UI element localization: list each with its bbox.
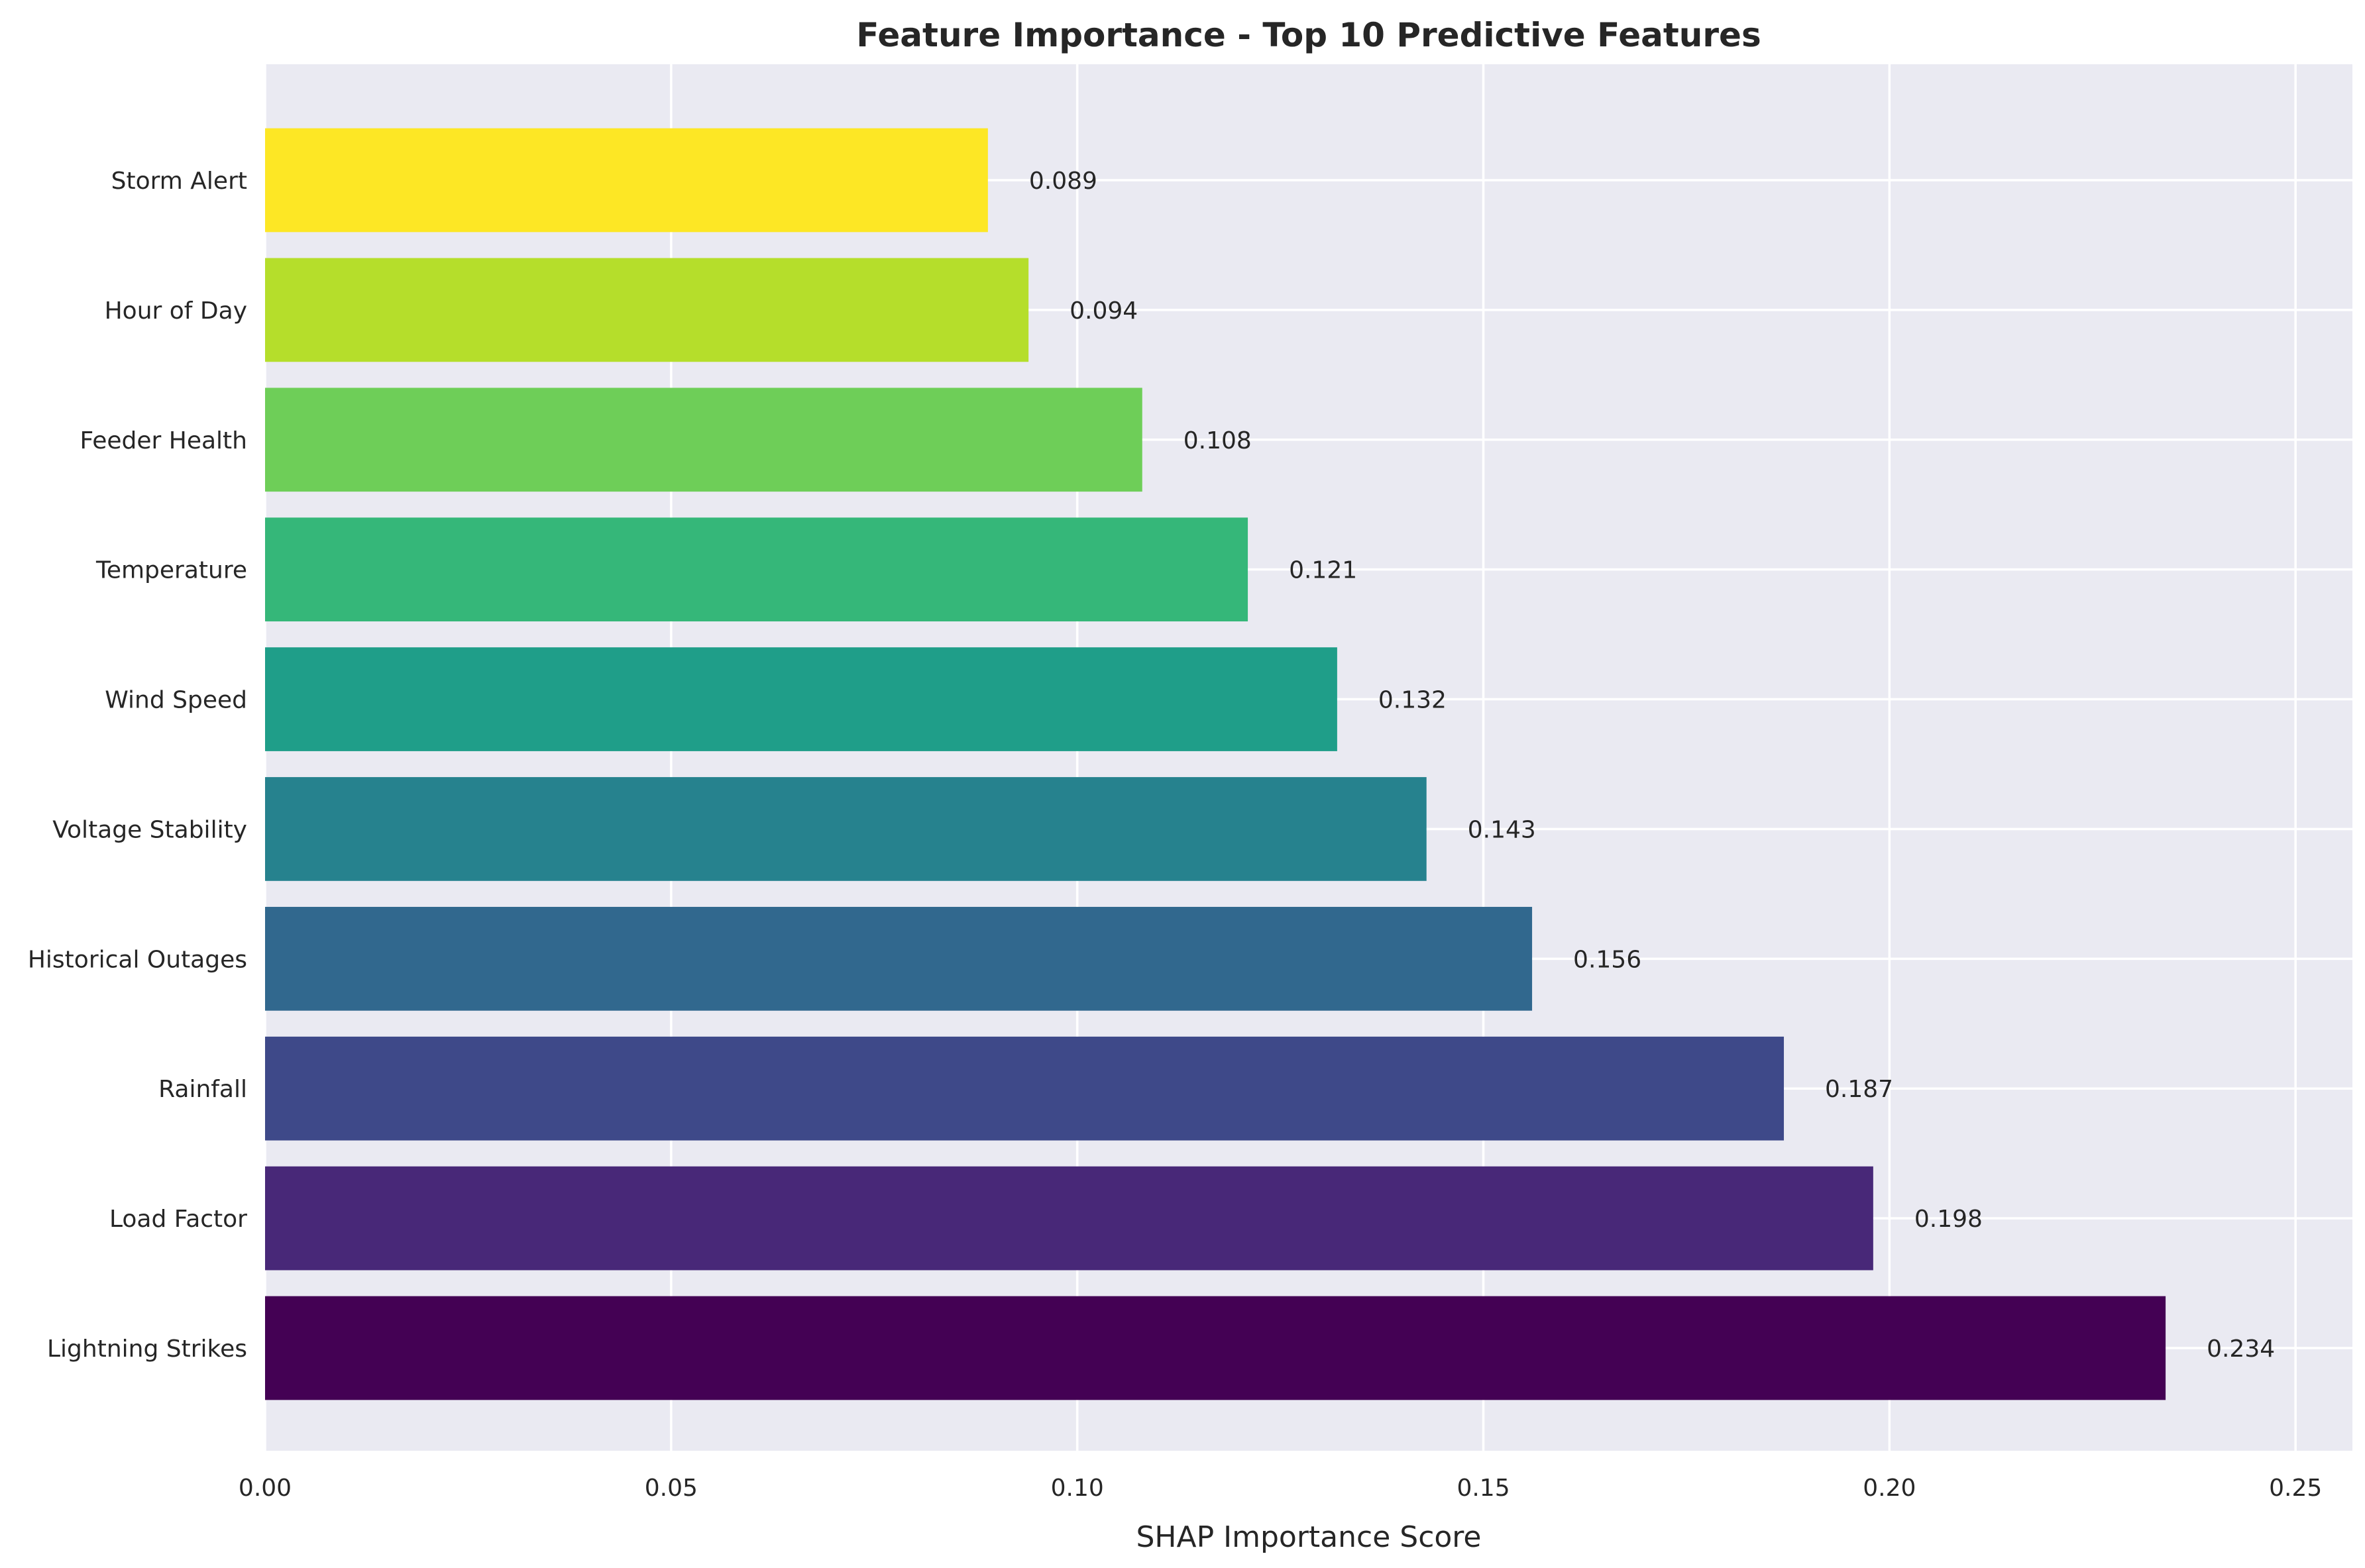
- y-tick-label: Feeder Health: [80, 427, 248, 454]
- bar: [265, 258, 1029, 362]
- bar-value-label: 0.108: [1183, 427, 1252, 454]
- bar: [265, 1296, 2166, 1400]
- y-tick-label: Voltage Stability: [52, 816, 247, 843]
- x-tick-label: 0.10: [1051, 1475, 1104, 1502]
- bar: [265, 906, 1533, 1011]
- bar: [265, 128, 988, 233]
- bar: [265, 517, 1248, 622]
- bar: [265, 777, 1427, 881]
- x-axis-title: SHAP Importance Score: [1136, 1520, 1482, 1554]
- y-axis-tick-labels: Lightning Strikes Load Factor Rainfall Hist…: [28, 168, 247, 1363]
- x-tick-label: 0.05: [645, 1475, 698, 1502]
- y-tick-label: Load Factor: [109, 1206, 247, 1233]
- y-tick-label: Rainfall: [158, 1076, 247, 1103]
- bar-value-label: 0.198: [1914, 1206, 1983, 1233]
- value-labels: 0.234 0.198 0.187 0.156 0.143 0.132 0.121 0.108…: [1029, 168, 2275, 1363]
- y-tick-label: Historical Outages: [28, 946, 247, 973]
- bar: [265, 647, 1337, 751]
- bar-value-label: 0.089: [1029, 168, 1097, 195]
- bars: [265, 128, 2166, 1400]
- x-tick-label: 0.20: [1863, 1475, 1916, 1502]
- chart-title: Feature Importance - Top 10 Predictive F…: [856, 16, 1761, 54]
- x-axis-tick-labels: 0.00 0.05 0.10 0.15 0.20 0.25: [239, 1475, 2322, 1502]
- bar: [265, 1166, 1873, 1271]
- y-tick-label: Lightning Strikes: [47, 1335, 247, 1363]
- bar-value-label: 0.121: [1289, 557, 1357, 584]
- bar-value-label: 0.132: [1378, 687, 1447, 714]
- bar-value-label: 0.156: [1573, 946, 1641, 973]
- bar-value-label: 0.143: [1468, 816, 1536, 843]
- x-tick-label: 0.00: [239, 1475, 292, 1502]
- x-tick-label: 0.15: [1457, 1475, 1510, 1502]
- y-tick-label: Temperature: [95, 557, 247, 584]
- bar-value-label: 0.094: [1070, 297, 1138, 325]
- y-tick-label: Wind Speed: [105, 687, 247, 714]
- bar-value-label: 0.234: [2207, 1335, 2275, 1363]
- x-tick-label: 0.25: [2269, 1475, 2322, 1502]
- bar: [265, 388, 1142, 492]
- y-tick-label: Hour of Day: [105, 297, 247, 325]
- bar-value-label: 0.187: [1825, 1076, 1893, 1103]
- bar: [265, 1036, 1785, 1141]
- y-tick-label: Storm Alert: [111, 168, 247, 195]
